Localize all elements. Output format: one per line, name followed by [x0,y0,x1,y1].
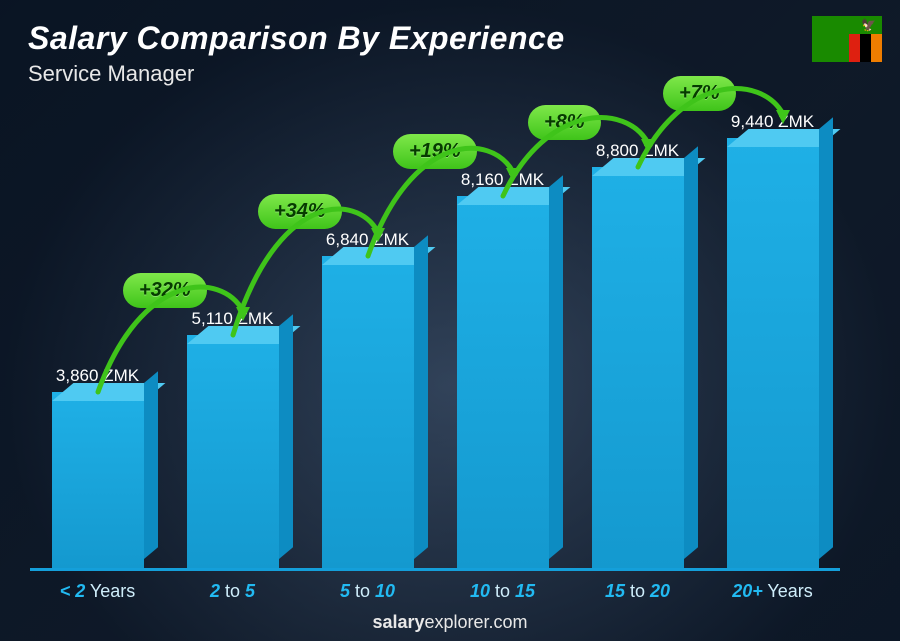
flag-stripe-black [860,34,871,62]
bar-front-face [727,138,819,568]
bar-3d [727,138,819,568]
footer-brand: salaryexplorer.com [0,612,900,633]
x-axis-label: < 2 Years [28,581,168,602]
bar-group: 3,860 ZMK< 2 Years [38,366,158,568]
bar-3d [187,335,279,568]
bar-front-face [187,335,279,568]
pct-change-badge: +19% [393,134,477,169]
flag-stripe-orange [871,34,882,62]
pct-change-badge: +32% [123,273,207,308]
x-axis-label: 20+ Years [703,581,843,602]
flag-stripe-red [849,34,860,62]
page-subtitle: Service Manager [28,61,565,87]
pct-change-badge: +7% [663,76,736,111]
x-axis-label: 2 to 5 [163,581,303,602]
footer-brand-bold: salary [372,612,424,632]
bar-front-face [457,196,549,568]
bar-3d [322,256,414,568]
pct-change-badge: +34% [258,194,342,229]
bar-3d [592,167,684,568]
bar-side-face [414,235,428,559]
bar-front-face [322,256,414,568]
salary-bar-chart: 3,860 ZMK< 2 Years5,110 ZMK2 to 56,840 Z… [30,110,840,571]
x-axis-label: 10 to 15 [433,581,573,602]
bar-3d [52,392,144,568]
bar-group: 5,110 ZMK2 to 5 [173,309,293,568]
bar-group: 8,800 ZMK15 to 20 [578,141,698,568]
pct-change-badge: +8% [528,105,601,140]
flag-stripes [849,34,882,62]
country-flag: 🦅 [812,16,882,62]
bar-group: 9,440 ZMK20+ Years [713,112,833,568]
footer-brand-rest: explorer.com [425,612,528,632]
bar-side-face [279,314,293,559]
flag-eagle-icon: 🦅 [861,18,876,32]
bar-front-face [592,167,684,568]
bar-side-face [684,146,698,559]
bar-group: 6,840 ZMK5 to 10 [308,230,428,568]
bar-side-face [144,371,158,559]
bar-3d [457,196,549,568]
bar-front-face [52,392,144,568]
bar-side-face [819,117,833,559]
bar-group: 8,160 ZMK10 to 15 [443,170,563,568]
x-axis-label: 15 to 20 [568,581,708,602]
bar-side-face [549,175,563,559]
header: Salary Comparison By Experience Service … [28,20,565,87]
page-title: Salary Comparison By Experience [28,20,565,57]
x-axis-label: 5 to 10 [298,581,438,602]
